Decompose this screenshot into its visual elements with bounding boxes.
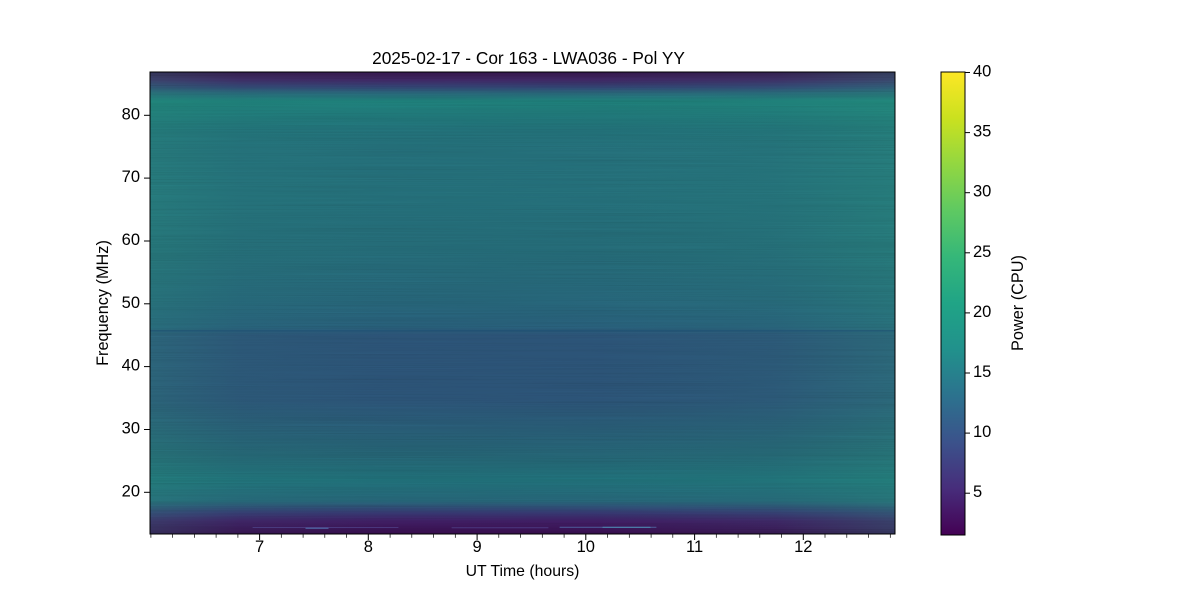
svg-text:40: 40 — [973, 63, 991, 81]
svg-text:8: 8 — [364, 538, 373, 556]
svg-text:70: 70 — [122, 168, 140, 186]
svg-text:10: 10 — [577, 538, 595, 556]
svg-text:5: 5 — [973, 483, 982, 501]
svg-text:60: 60 — [122, 231, 140, 249]
svg-text:50: 50 — [122, 294, 140, 312]
svg-text:40: 40 — [122, 357, 140, 375]
svg-text:7: 7 — [255, 538, 264, 556]
svg-text:11: 11 — [686, 538, 703, 556]
svg-text:12: 12 — [794, 538, 812, 556]
svg-text:10: 10 — [973, 423, 991, 441]
svg-text:20: 20 — [122, 482, 140, 500]
svg-text:20: 20 — [973, 303, 991, 321]
svg-text:35: 35 — [973, 123, 991, 141]
svg-text:15: 15 — [973, 363, 991, 381]
svg-text:30: 30 — [122, 420, 140, 438]
svg-text:30: 30 — [973, 183, 991, 201]
svg-text:9: 9 — [473, 538, 482, 556]
svg-text:25: 25 — [973, 243, 991, 261]
svg-text:80: 80 — [122, 105, 140, 123]
